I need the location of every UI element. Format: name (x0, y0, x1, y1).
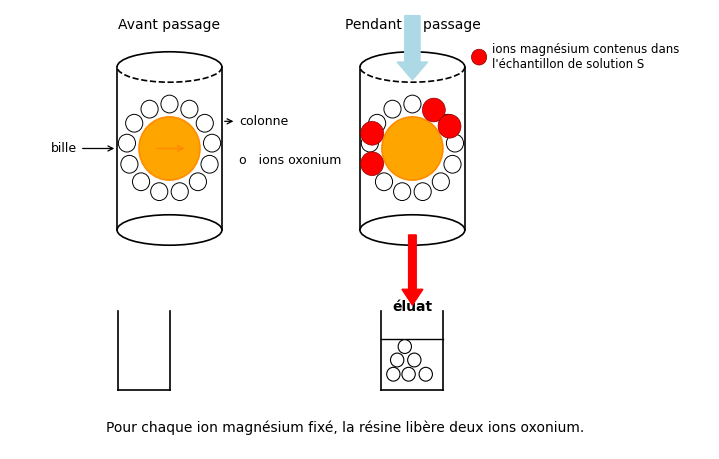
Text: Pour chaque ion magnésium fixé, la résine libère deux ions oxonium.: Pour chaque ion magnésium fixé, la résin… (106, 420, 584, 435)
Circle shape (139, 117, 200, 180)
Circle shape (151, 183, 168, 201)
Circle shape (393, 183, 411, 201)
Text: Pendant le passage: Pendant le passage (344, 17, 480, 32)
Circle shape (361, 152, 383, 175)
Text: ions magnésium contenus dans
l'échantillon de solution S: ions magnésium contenus dans l'échantill… (493, 43, 679, 71)
Circle shape (444, 155, 461, 173)
Text: colonne: colonne (224, 115, 288, 128)
Circle shape (119, 134, 135, 152)
Circle shape (384, 100, 401, 118)
Circle shape (398, 340, 411, 353)
Circle shape (419, 367, 432, 381)
Circle shape (181, 100, 198, 118)
Circle shape (132, 173, 150, 190)
Circle shape (189, 173, 206, 190)
Circle shape (446, 134, 464, 152)
Circle shape (375, 173, 393, 190)
Circle shape (201, 155, 218, 173)
FancyArrow shape (397, 16, 428, 80)
FancyArrow shape (402, 235, 423, 305)
Circle shape (364, 155, 381, 173)
Circle shape (423, 100, 441, 118)
Circle shape (414, 183, 431, 201)
Bar (360, 67, 464, 230)
Circle shape (126, 114, 143, 132)
Circle shape (404, 95, 421, 113)
Bar (117, 67, 222, 230)
Ellipse shape (360, 215, 464, 245)
Circle shape (423, 98, 445, 122)
Circle shape (369, 114, 385, 132)
Circle shape (361, 134, 378, 152)
Circle shape (432, 173, 449, 190)
Circle shape (121, 155, 138, 173)
Circle shape (408, 353, 421, 367)
Text: o   ions oxonium: o ions oxonium (239, 154, 342, 167)
Circle shape (382, 117, 443, 180)
Ellipse shape (117, 215, 222, 245)
Circle shape (402, 367, 416, 381)
Text: Avant passage: Avant passage (119, 17, 221, 32)
Circle shape (171, 183, 188, 201)
Circle shape (196, 114, 214, 132)
Circle shape (439, 114, 457, 132)
Text: bille: bille (51, 142, 113, 155)
Circle shape (141, 100, 158, 118)
Circle shape (161, 95, 178, 113)
Text: éluat: éluat (393, 300, 432, 314)
Circle shape (438, 114, 461, 138)
Circle shape (387, 367, 400, 381)
Circle shape (390, 353, 404, 367)
Circle shape (361, 122, 383, 145)
Circle shape (472, 49, 487, 65)
Circle shape (203, 134, 221, 152)
